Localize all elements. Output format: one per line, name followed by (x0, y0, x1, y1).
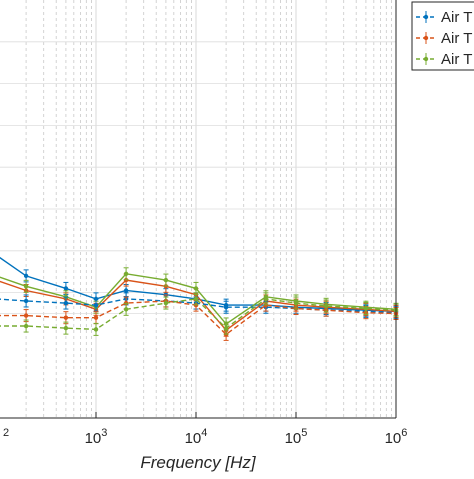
x-tick-label: 105 (285, 427, 308, 447)
data-point (163, 300, 169, 306)
data-point (223, 305, 229, 310)
legend-box (411, 1, 474, 71)
data-point (63, 300, 69, 306)
data-point (93, 327, 99, 332)
x-tick-label: 103 (85, 427, 108, 447)
data-point (93, 302, 99, 308)
data-point (123, 307, 129, 312)
data-point (163, 277, 169, 283)
data-point (63, 286, 69, 291)
data-point (63, 315, 69, 320)
data-point (23, 284, 29, 289)
x-tick-label: 106 (385, 427, 408, 447)
data-point (223, 325, 229, 331)
tick-layer: 2 103 104 105 106 (3, 412, 408, 447)
x-axis-label: Frequency [Hz] (140, 453, 257, 472)
data-point (93, 315, 99, 320)
data-point (293, 300, 299, 306)
legend-label: Air T (441, 51, 472, 68)
data-point (23, 298, 29, 304)
data-point (23, 313, 29, 318)
legend-marker (423, 14, 429, 20)
legend-marker (423, 35, 429, 41)
data-point (193, 286, 199, 291)
data-point (363, 306, 369, 311)
data-point (23, 273, 29, 279)
x-tick-label: 104 (185, 427, 208, 447)
legend: Air T Air T Air T (411, 1, 474, 71)
data-point (23, 323, 29, 329)
data-point (193, 296, 199, 302)
legend-label: Air T (441, 9, 472, 26)
series-6 (0, 292, 399, 336)
data-point (123, 271, 129, 276)
x-tick-label: 2 (3, 427, 9, 439)
data-point (263, 296, 269, 302)
legend-marker (423, 56, 429, 62)
data-point (63, 325, 69, 331)
data-point (323, 303, 329, 309)
series-layer (0, 256, 399, 341)
data-point (123, 288, 129, 293)
legend-label: Air T (441, 30, 472, 47)
